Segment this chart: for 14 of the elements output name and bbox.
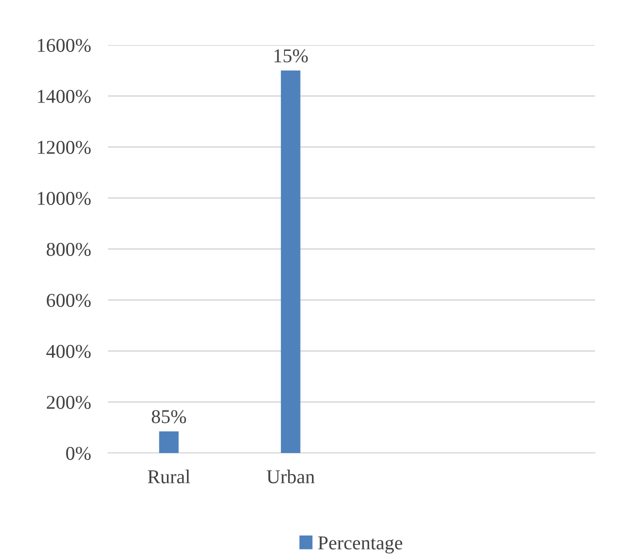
- y-tick-label: 600%: [46, 294, 91, 307]
- y-tick-label: 1400%: [38, 90, 91, 103]
- y-tick-label: 800%: [46, 242, 91, 256]
- annotation: 85%: [152, 410, 186, 424]
- y-tick-label: 1600%: [38, 38, 91, 52]
- y-tick-label: 1000%: [38, 192, 91, 205]
- y-tick-label: 200%: [46, 396, 91, 409]
- x-tick-label: Rural: [148, 470, 190, 484]
- x-tick-label: Urban: [266, 470, 315, 484]
- annotation: 15%: [274, 49, 308, 62]
- legend-label: Percentage: [318, 536, 402, 554]
- y-tick-label: 400%: [46, 344, 91, 358]
- y-tick-label: 1200%: [38, 140, 91, 154]
- y-tick-label: 0%: [66, 446, 91, 460]
